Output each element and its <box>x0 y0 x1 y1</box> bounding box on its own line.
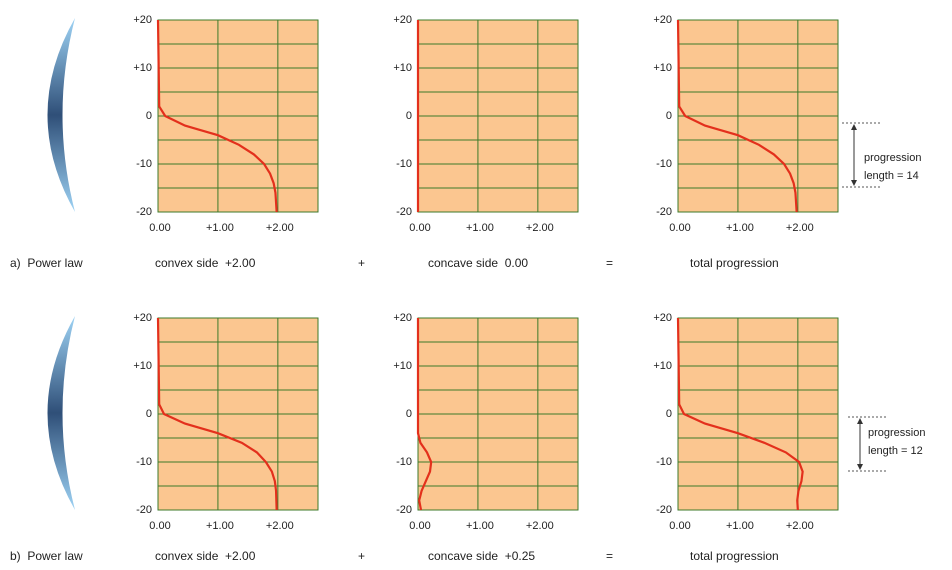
x-tick-label: 0.00 <box>409 222 430 234</box>
progression-arrow <box>851 124 863 470</box>
y-tick-label: +20 <box>133 312 152 324</box>
caption: concave side 0.00 <box>428 256 528 270</box>
y-tick-label: 0 <box>146 110 152 122</box>
caption: total progression <box>690 549 779 563</box>
y-tick-label: -20 <box>656 206 672 218</box>
y-tick-label: -10 <box>656 158 672 170</box>
y-tick-label: +10 <box>133 360 152 372</box>
y-tick-label: -20 <box>656 504 672 516</box>
y-tick-label: +20 <box>653 14 672 26</box>
y-tick-label: 0 <box>146 408 152 420</box>
y-tick-label: 0 <box>666 110 672 122</box>
x-tick-label: +2.00 <box>526 520 554 532</box>
y-tick-label: -10 <box>656 456 672 468</box>
y-tick-label: -20 <box>136 504 152 516</box>
y-tick-label: +10 <box>393 360 412 372</box>
y-tick-label: +20 <box>133 14 152 26</box>
x-tick-label: +1.00 <box>206 222 234 234</box>
x-tick-label: 0.00 <box>409 520 430 532</box>
x-tick-label: +1.00 <box>726 520 754 532</box>
caption: + <box>358 549 365 563</box>
y-tick-label: +20 <box>393 312 412 324</box>
caption: = <box>606 256 613 270</box>
y-tick-label: 0 <box>666 408 672 420</box>
y-tick-label: -20 <box>136 206 152 218</box>
row-label: a) Power law <box>10 256 83 270</box>
x-tick-label: +1.00 <box>466 520 494 532</box>
x-tick-label: +2.00 <box>266 222 294 234</box>
x-tick-label: +1.00 <box>726 222 754 234</box>
x-tick-label: +2.00 <box>526 222 554 234</box>
caption: total progression <box>690 256 779 270</box>
y-tick-label: +10 <box>133 62 152 74</box>
y-tick-label: -20 <box>396 504 412 516</box>
y-tick-label: -10 <box>396 456 412 468</box>
caption: = <box>606 549 613 563</box>
y-tick-label: -10 <box>396 158 412 170</box>
x-tick-label: +1.00 <box>206 520 234 532</box>
x-tick-label: +1.00 <box>466 222 494 234</box>
y-tick-label: +20 <box>393 14 412 26</box>
x-tick-label: 0.00 <box>149 222 170 234</box>
y-tick-label: -10 <box>136 158 152 170</box>
y-tick-label: 0 <box>406 408 412 420</box>
y-tick-label: -10 <box>136 456 152 468</box>
x-tick-label: 0.00 <box>669 222 690 234</box>
x-tick-label: +2.00 <box>266 520 294 532</box>
y-tick-label: -20 <box>396 206 412 218</box>
row-label: b) Power law <box>10 549 83 563</box>
x-tick-label: +2.00 <box>786 222 814 234</box>
y-tick-label: +10 <box>653 62 672 74</box>
y-tick-label: 0 <box>406 110 412 122</box>
caption: convex side +2.00 <box>155 256 256 270</box>
x-tick-label: +2.00 <box>786 520 814 532</box>
y-tick-label: +10 <box>393 62 412 74</box>
lens-icon <box>48 18 76 212</box>
lens-icon <box>48 316 76 510</box>
caption: convex side +2.00 <box>155 549 256 563</box>
caption: + <box>358 256 365 270</box>
x-tick-label: 0.00 <box>149 520 170 532</box>
y-tick-label: +10 <box>653 360 672 372</box>
x-tick-label: 0.00 <box>669 520 690 532</box>
annotation: length = 14 <box>864 170 919 182</box>
figure: +20 +10 0 -10 -20 0.00 +1.00 +2.00 +20 +10 0 -10 -20… <box>0 0 952 570</box>
annotation: progression <box>864 152 921 164</box>
y-tick-label: +20 <box>653 312 672 324</box>
caption: concave side +0.25 <box>428 549 535 563</box>
annotation: progression <box>868 427 925 439</box>
annotation: length = 12 <box>868 445 923 457</box>
